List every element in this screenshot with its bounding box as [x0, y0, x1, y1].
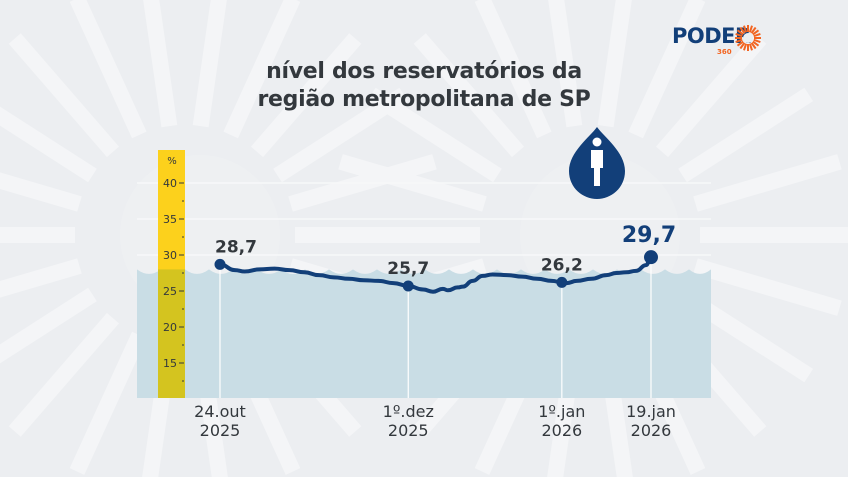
sunburst-ray	[192, 0, 227, 128]
data-point	[644, 250, 658, 265]
y-axis-ruler: % 15 20 25 30 35 40	[158, 150, 185, 398]
sunburst-ray	[8, 312, 120, 437]
sunburst-ray	[366, 87, 502, 183]
ruler-bar	[158, 150, 185, 274]
sunburst-ray	[250, 33, 362, 158]
data-label: 26,2	[541, 255, 583, 275]
sunburst-ray	[548, 0, 583, 128]
y-tick-label: 35	[163, 213, 177, 226]
title-line-1: nível dos reservatórios da	[266, 59, 582, 84]
logo-sub: 360	[717, 48, 732, 56]
x-tick-label-date: 24.out	[194, 402, 246, 421]
data-label: 29,7	[622, 223, 676, 248]
x-tick-label-date: 1º.jan	[538, 402, 586, 421]
y-tick-label: 40	[163, 177, 177, 190]
sunburst-ray	[0, 172, 82, 212]
logo-wordmark: PODER	[672, 24, 751, 48]
sunburst-ray	[8, 33, 120, 158]
sunburst-ray	[628, 0, 706, 139]
sunburst-ray	[655, 33, 767, 158]
sun-logo-icon	[735, 25, 761, 51]
sunburst-ray	[143, 0, 178, 128]
title-line-2: região metropolitana de SP	[257, 87, 591, 112]
water-area	[137, 269, 711, 398]
x-tick-label: 1º.jan 2026	[522, 402, 602, 440]
y-tick-label: 25	[163, 285, 177, 298]
x-tick-label-year: 2026	[630, 421, 672, 440]
x-tick-label: 19.jan 2026	[611, 402, 691, 440]
sunburst-ray	[223, 0, 301, 139]
x-tick-label-year: 2025	[387, 421, 429, 440]
y-axis-unit-label: %	[167, 156, 177, 167]
sunburst-ray	[693, 154, 842, 212]
sunburst-ray	[0, 287, 97, 364]
sunburst-ray	[474, 0, 552, 139]
sunburst-ray	[0, 258, 82, 298]
x-guide-lines	[219, 257, 652, 398]
data-point	[214, 258, 226, 270]
x-tick-label-year: 2025	[199, 421, 241, 440]
data-label: 25,7	[387, 259, 429, 279]
y-tick-label: 20	[163, 321, 177, 334]
x-tick-label-year: 2026	[541, 421, 583, 440]
sunburst-ray	[69, 331, 147, 475]
sunburst-ray	[0, 106, 97, 183]
water-drop-person-icon	[569, 127, 625, 199]
data-label: 28,7	[215, 237, 257, 257]
data-point	[556, 276, 568, 288]
series-line	[218, 255, 653, 294]
y-tick-label: 30	[163, 249, 177, 262]
sunburst-ray	[693, 258, 842, 316]
sunburst-ray	[69, 0, 147, 139]
x-tick-label: 24.out 2025	[180, 402, 260, 440]
data-point	[402, 280, 414, 292]
x-tick-label: 1º.dez 2025	[368, 402, 448, 440]
sunburst-ray	[597, 0, 632, 128]
chart-title: nível dos reservatórios da região metrop…	[0, 58, 848, 114]
x-tick-label-date: 19.jan	[626, 402, 676, 421]
sunburst-ray	[678, 87, 814, 183]
x-tick-label-date: 1º.dez	[382, 402, 434, 421]
sunburst-ray	[413, 33, 525, 158]
y-tick-label: 15	[163, 357, 177, 370]
